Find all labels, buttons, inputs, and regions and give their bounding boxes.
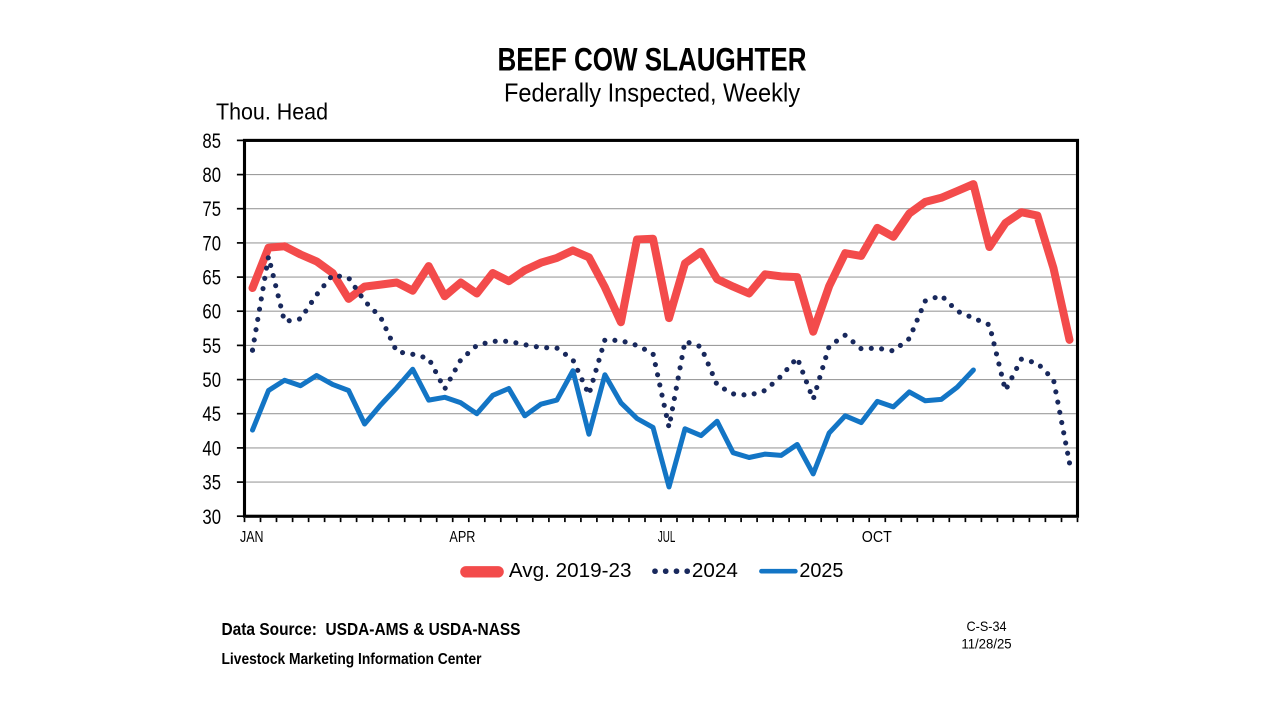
svg-text:JAN: JAN [240,529,264,546]
svg-text:55: 55 [202,334,221,358]
svg-text:35: 35 [202,471,221,495]
svg-text:60: 60 [202,300,221,324]
svg-text:2025: 2025 [799,559,843,582]
svg-text:Thou. Head: Thou. Head [216,99,328,125]
svg-text:Avg. 2019-23: Avg. 2019-23 [509,559,632,582]
svg-text:85: 85 [202,129,221,153]
svg-text:75: 75 [202,197,221,221]
svg-text:OCT: OCT [862,529,892,546]
svg-text:70: 70 [202,231,221,255]
svg-text:50: 50 [202,368,221,392]
svg-text:C-S-34: C-S-34 [967,618,1007,634]
svg-text:40: 40 [202,436,221,460]
svg-text:APR: APR [449,529,475,546]
svg-text:JUL: JUL [658,529,676,546]
svg-text:BEEF COW SLAUGHTER: BEEF COW SLAUGHTER [498,42,807,78]
svg-text:45: 45 [202,402,221,426]
svg-text:Data Source: USDA-AMS & USDA-: Data Source: USDA-AMS & USDA-NASS [222,619,521,639]
svg-text:2024: 2024 [692,559,738,582]
svg-text:80: 80 [202,163,221,187]
svg-text:65: 65 [202,266,221,290]
svg-text:11/28/25: 11/28/25 [961,636,1011,652]
svg-text:Federally Inspected, Weekly: Federally Inspected, Weekly [504,77,800,107]
svg-text:Livestock Marketing Informatio: Livestock Marketing Information Center [222,651,482,668]
svg-text:30: 30 [202,505,221,529]
